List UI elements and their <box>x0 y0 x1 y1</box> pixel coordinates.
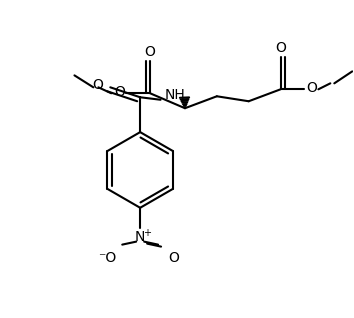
Text: +: + <box>143 228 151 238</box>
Text: O: O <box>145 45 155 59</box>
Text: O: O <box>114 85 125 99</box>
Text: O: O <box>92 78 103 92</box>
Text: ⁻O: ⁻O <box>98 251 116 265</box>
Text: O: O <box>275 41 286 55</box>
Text: N: N <box>135 230 145 244</box>
Text: NH: NH <box>164 88 185 102</box>
Text: O: O <box>169 251 179 265</box>
Text: O: O <box>306 81 317 95</box>
